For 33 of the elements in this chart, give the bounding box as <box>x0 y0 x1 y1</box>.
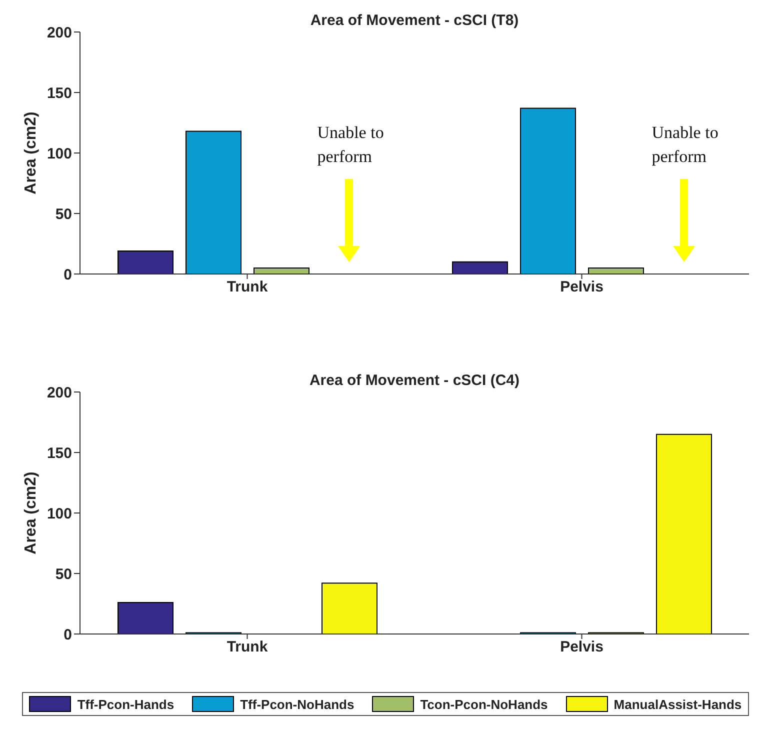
bar <box>118 602 174 634</box>
y-tick-label: 200 <box>46 384 72 402</box>
x-tick-label: Pelvis <box>560 638 604 656</box>
y-tick-label: 100 <box>46 505 72 522</box>
y-axis-title: Area (cm2) <box>22 112 40 194</box>
y-axis-title: Area (cm2) <box>22 472 40 554</box>
bar <box>656 434 712 634</box>
y-tick-label: 150 <box>46 84 72 102</box>
x-tick-label: Pelvis <box>560 278 604 296</box>
y-tick-label: 200 <box>46 24 72 42</box>
y-tick-label: 50 <box>55 566 72 583</box>
legend-label: Tff-Pcon-Hands <box>77 696 174 712</box>
bar <box>588 267 644 274</box>
y-tick-label: 100 <box>46 145 72 162</box>
bar <box>186 130 242 274</box>
y-tick-label: 50 <box>55 206 72 223</box>
bar <box>322 582 378 634</box>
chart-title: Area of Movement - cSCI (T8) <box>309 12 520 29</box>
x-tick-label: Trunk <box>226 278 268 296</box>
legend-label: Tcon-Pcon-NoHands <box>420 696 548 712</box>
bar <box>254 267 310 274</box>
y-tick-label: 0 <box>64 266 72 284</box>
y-tick-label: 0 <box>64 626 72 644</box>
annotation: Unable to perform <box>652 122 720 168</box>
bar <box>118 250 174 274</box>
legend-label: Tff-Pcon-NoHands <box>240 696 354 712</box>
chart-title: Area of Movement - cSCI (C4) <box>308 372 521 389</box>
x-tick-label: Trunk <box>226 638 268 656</box>
y-tick-label: 150 <box>46 444 72 462</box>
bar <box>520 108 576 274</box>
annotation: Unable to perform <box>317 122 385 168</box>
legend-label: ManualAssist-Hands <box>614 696 742 712</box>
bar <box>452 261 508 274</box>
